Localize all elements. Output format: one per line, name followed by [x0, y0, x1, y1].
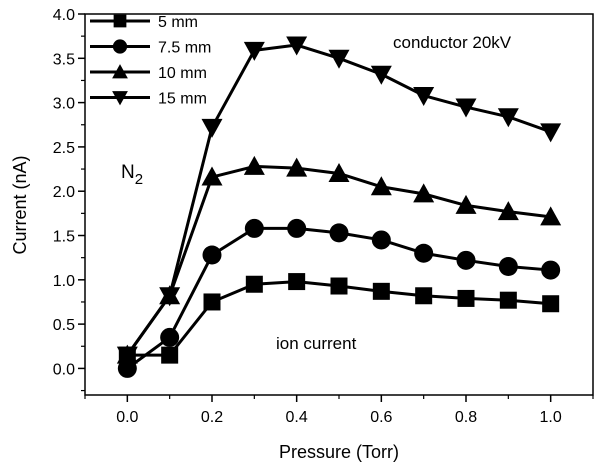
legend: 5 mm 7.5 mm 10 mm 15 mm	[90, 14, 211, 108]
data-point	[244, 218, 264, 238]
legend-label: 15 mm	[158, 91, 207, 108]
y-tick-label: 0.0	[53, 361, 75, 378]
data-point	[243, 41, 265, 61]
x-axis-title: Pressure (Torr)	[279, 442, 399, 462]
legend-label: 5 mm	[158, 14, 198, 31]
data-point	[455, 194, 477, 214]
data-point	[288, 273, 306, 291]
series-5-mm	[118, 273, 560, 364]
data-point	[201, 166, 223, 186]
y-tick-label: 2.5	[53, 140, 75, 157]
data-point	[457, 289, 475, 307]
axis-ticks: 0.0 0.2 0.4 0.6 0.8 1.0 0.0 0.5 1.0 1.5 2.0 2.5 3.0 3…	[53, 7, 594, 426]
data-point	[542, 295, 560, 313]
data-point	[116, 346, 138, 366]
y-axis-title: Current (nA)	[10, 155, 30, 254]
data-point	[456, 250, 476, 270]
legend-marker	[112, 91, 128, 106]
data-point	[245, 275, 263, 293]
data-point	[540, 206, 562, 226]
x-tick-label: 0.4	[286, 409, 308, 426]
data-point	[329, 223, 349, 243]
legend-item: 5 mm	[90, 14, 198, 31]
data-point	[541, 260, 561, 280]
legend-item: 7.5 mm	[90, 39, 211, 57]
data-point	[497, 201, 519, 221]
data-point	[499, 291, 517, 309]
data-point	[159, 287, 181, 307]
x-tick-label: 0.8	[455, 409, 477, 426]
data-point	[161, 346, 179, 364]
data-point	[414, 243, 434, 263]
y-tick-label: 1.5	[53, 229, 75, 246]
legend-marker	[112, 39, 128, 54]
x-tick-label: 0.6	[370, 409, 392, 426]
gas-symbol: N	[121, 162, 135, 183]
conductor-annotation: conductor 20kV	[393, 33, 512, 52]
gas-annotation: N2	[121, 162, 143, 188]
data-point	[201, 118, 223, 138]
data-point	[203, 293, 221, 311]
data-point	[455, 98, 477, 118]
data-point	[371, 230, 391, 250]
data-point	[413, 183, 435, 203]
x-tick-label: 0.2	[201, 409, 223, 426]
series-10-mm	[116, 155, 562, 364]
y-tick-label: 3.0	[53, 96, 75, 113]
data-point	[498, 257, 518, 277]
y-tick-label: 2.0	[53, 184, 75, 201]
data-point	[243, 155, 265, 175]
legend-marker	[113, 14, 127, 28]
data-point	[497, 108, 519, 128]
legend-marker	[112, 64, 128, 79]
data-point	[330, 277, 348, 295]
data-point	[328, 49, 350, 69]
series-7-5-mm	[117, 218, 561, 378]
x-tick-label: 1.0	[540, 409, 562, 426]
gas-subscript: 2	[135, 171, 143, 188]
y-tick-label: 1.0	[53, 273, 75, 290]
y-tick-label: 4.0	[53, 7, 75, 24]
data-point	[160, 327, 180, 347]
data-point	[540, 123, 562, 143]
legend-item: 15 mm	[90, 91, 207, 108]
y-tick-label: 3.5	[53, 51, 75, 68]
legend-label: 10 mm	[158, 65, 207, 82]
data-point	[370, 176, 392, 196]
legend-label: 7.5 mm	[158, 40, 211, 57]
ion-current-annotation: ion current	[276, 334, 357, 353]
series-15-mm	[116, 36, 562, 366]
data-point	[286, 36, 308, 56]
data-point	[202, 245, 222, 265]
data-point	[372, 282, 390, 300]
data-point	[413, 87, 435, 107]
data-point	[286, 157, 308, 177]
data-point	[117, 358, 137, 378]
series-layer	[116, 36, 562, 378]
data-point	[287, 218, 307, 238]
legend-item: 10 mm	[90, 64, 207, 82]
data-point	[328, 162, 350, 182]
x-tick-label: 0.0	[116, 409, 138, 426]
data-point	[370, 65, 392, 85]
y-tick-label: 0.5	[53, 317, 75, 334]
data-point	[415, 287, 433, 305]
